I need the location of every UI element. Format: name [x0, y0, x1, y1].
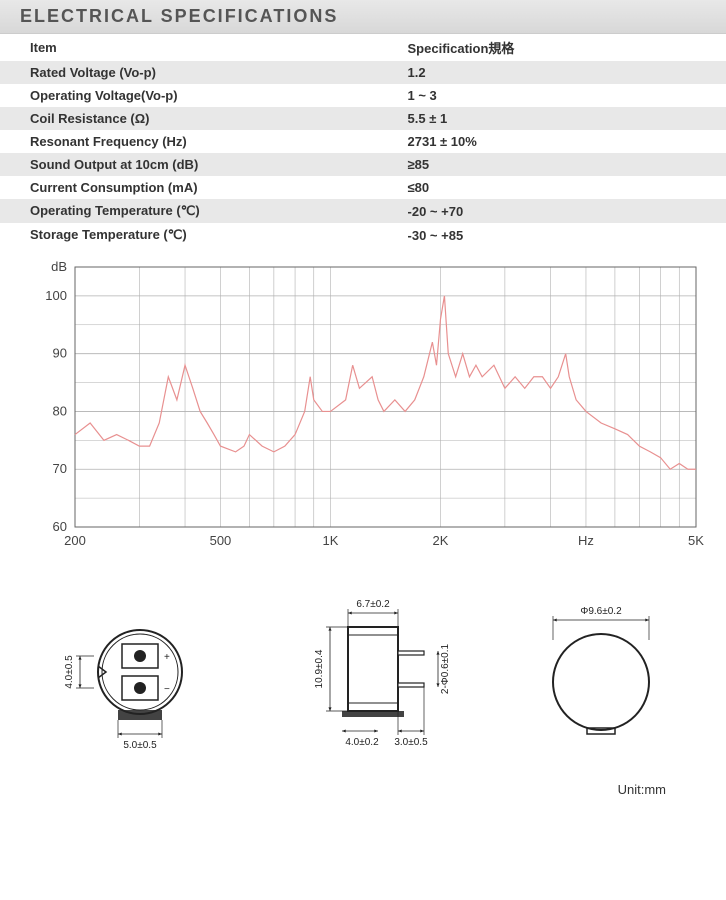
svg-text:Φ9.6±0.2: Φ9.6±0.2 — [580, 606, 622, 617]
col-header-item: Item — [0, 34, 378, 61]
cell-spec: 2731 ± 10% — [378, 130, 726, 153]
cell-item: Resonant Frequency (Hz) — [0, 130, 378, 153]
table-row: Current Consumption (mA)≤80 — [0, 176, 726, 199]
cell-item: Rated Voltage (Vo-p) — [0, 61, 378, 84]
col-header-spec: Specification規格 — [378, 34, 726, 61]
svg-text:80: 80 — [53, 403, 67, 418]
svg-text:1K: 1K — [323, 533, 339, 548]
svg-text:5K: 5K — [688, 533, 704, 548]
table-row: Rated Voltage (Vo-p)1.2 — [0, 61, 726, 84]
svg-text:3.0±0.5: 3.0±0.5 — [394, 737, 428, 748]
cell-spec: -30 ~ +85 — [378, 223, 726, 247]
drawing-container: + − 5.0±0.5 4.0±0.5 6.7±0.2 10.9±0.4 4.0±0.2 3… — [0, 572, 726, 782]
svg-text:90: 90 — [53, 346, 67, 361]
table-row: Operating Temperature (℃)-20 ~ +70 — [0, 199, 726, 223]
svg-text:2K: 2K — [433, 533, 449, 548]
cell-item: Storage Temperature (℃) — [0, 223, 378, 247]
table-row: Resonant Frequency (Hz)2731 ± 10% — [0, 130, 726, 153]
table-row: Operating Voltage(Vo-p)1 ~ 3 — [0, 84, 726, 107]
cell-item: Coil Resistance (Ω) — [0, 107, 378, 130]
table-header-row: Item Specification規格 — [0, 34, 726, 61]
chart-container: 60 70 80 90 100 dB 200 500 1K 2K Hz 5K — [0, 247, 726, 572]
svg-text:dB: dB — [51, 259, 67, 274]
cell-spec: 5.5 ± 1 — [378, 107, 726, 130]
svg-text:6.7±0.2: 6.7±0.2 — [356, 599, 390, 610]
drawing-side-view: 6.7±0.2 10.9±0.4 4.0±0.2 3.0±0.5 2-Φ0.6±0.1 — [258, 592, 478, 772]
cell-spec: 1.2 — [378, 61, 726, 84]
svg-text:200: 200 — [64, 533, 86, 548]
cell-item: Operating Temperature (℃) — [0, 199, 378, 223]
drawing-top-view: Φ9.6±0.2 — [516, 592, 686, 772]
cell-item: Current Consumption (mA) — [0, 176, 378, 199]
svg-text:2-Φ0.6±0.1: 2-Φ0.6±0.1 — [440, 643, 451, 694]
svg-text:10.9±0.4: 10.9±0.4 — [314, 649, 325, 688]
cell-spec: ≥85 — [378, 153, 726, 176]
cell-item: Sound Output at 10cm (dB) — [0, 153, 378, 176]
table-row: Storage Temperature (℃)-30 ~ +85 — [0, 223, 726, 247]
table-row: Sound Output at 10cm (dB)≥85 — [0, 153, 726, 176]
svg-text:Hz: Hz — [578, 533, 594, 548]
section-title: ELECTRICAL SPECIFICATIONS — [0, 0, 726, 34]
svg-text:4.0±0.2: 4.0±0.2 — [345, 737, 379, 748]
unit-label: Unit:mm — [0, 782, 726, 817]
drawing-front-view: + − 5.0±0.5 4.0±0.5 — [40, 592, 220, 772]
svg-text:500: 500 — [210, 533, 232, 548]
svg-text:100: 100 — [45, 288, 67, 303]
cell-spec: -20 ~ +70 — [378, 199, 726, 223]
svg-text:4.0±0.5: 4.0±0.5 — [64, 655, 75, 689]
svg-text:60: 60 — [53, 519, 67, 534]
frequency-response-chart: 60 70 80 90 100 dB 200 500 1K 2K Hz 5K — [20, 257, 706, 557]
cell-spec: ≤80 — [378, 176, 726, 199]
cell-spec: 1 ~ 3 — [378, 84, 726, 107]
svg-text:−: − — [164, 684, 170, 695]
spec-table: Item Specification規格 Rated Voltage (Vo-p… — [0, 34, 726, 247]
svg-text:70: 70 — [53, 461, 67, 476]
svg-text:5.0±0.5: 5.0±0.5 — [123, 740, 157, 751]
table-row: Coil Resistance (Ω)5.5 ± 1 — [0, 107, 726, 130]
cell-item: Operating Voltage(Vo-p) — [0, 84, 378, 107]
svg-text:+: + — [164, 652, 170, 663]
